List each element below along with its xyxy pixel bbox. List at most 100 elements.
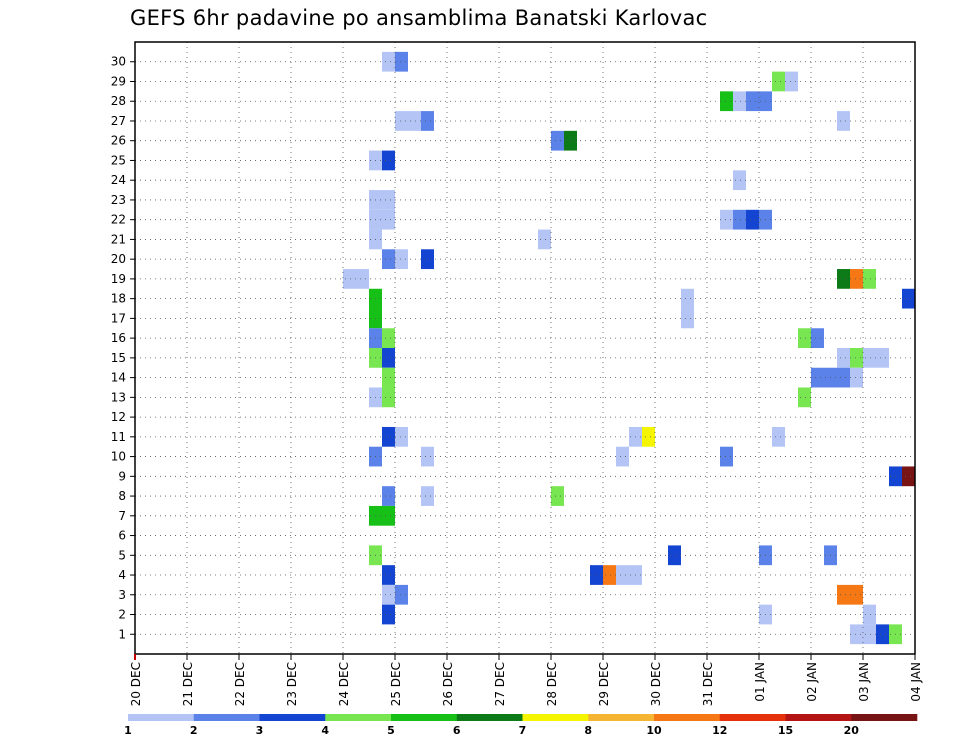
colorbar-swatch: [851, 714, 918, 721]
heatmap-cell: [902, 288, 915, 309]
heatmap-cell: [382, 426, 395, 447]
heatmap-cell: [642, 426, 655, 447]
heatmap-cell: [538, 229, 551, 250]
y-axis: 1234567891011121314151617181920212223242…: [111, 55, 135, 641]
heatmap-cell: [733, 91, 746, 112]
heatmap-cell: [746, 91, 759, 112]
y-tick-label: 10: [111, 450, 126, 464]
heatmap-cell: [382, 150, 395, 171]
colorbar-swatch: [588, 714, 655, 721]
colorbar-tick-label: 1: [124, 724, 132, 737]
heatmap-cell: [850, 348, 863, 368]
heatmap-cell: [837, 111, 850, 131]
x-tick-label: 20 DEC: [129, 662, 143, 706]
y-tick-label: 3: [118, 588, 126, 602]
y-tick-label: 5: [118, 548, 126, 562]
heatmap-cell: [408, 111, 421, 131]
heatmap-cell: [382, 348, 395, 368]
heatmap-cell: [382, 209, 395, 230]
y-tick-label: 26: [111, 134, 126, 148]
plot-frame: [134, 41, 916, 655]
y-tick-label: 28: [111, 94, 126, 108]
colorbar-swatch: [128, 714, 195, 721]
heatmap-cell: [850, 367, 863, 388]
y-tick-label: 2: [118, 608, 126, 622]
y-tick-label: 15: [111, 351, 126, 365]
x-tick-label: 31 DEC: [701, 662, 715, 706]
heatmap-cell: [720, 209, 733, 230]
heatmap-cell: [382, 565, 395, 585]
y-tick-label: 20: [111, 252, 126, 266]
y-tick-label: 13: [111, 390, 126, 404]
y-tick-label: 16: [111, 331, 126, 345]
y-tick-label: 14: [111, 371, 126, 385]
heatmap-cell: [551, 130, 564, 151]
colorbar-tick-label: 15: [778, 724, 793, 737]
colorbar-swatch: [522, 714, 589, 721]
y-tick-label: 19: [111, 272, 126, 286]
heatmap-cell: [811, 328, 824, 348]
chart-title: GEFS 6hr padavine po ansamblima Banatski…: [130, 6, 708, 30]
colorbar-legend: 1 2 3 4 5 6 7 8 10 12 15 20: [124, 714, 918, 737]
colorbar-tick-label: 5: [387, 724, 395, 737]
heatmap-cell: [551, 486, 564, 506]
heatmap-cell: [811, 367, 824, 388]
y-tick-label: 24: [111, 173, 126, 187]
heatmap-cell: [343, 269, 356, 289]
heatmap-cell: [382, 387, 395, 408]
heatmap-cell: [785, 71, 798, 92]
heatmap-cell: [837, 584, 850, 605]
y-tick-label: 25: [111, 153, 126, 167]
x-tick-label: 21 DEC: [181, 662, 195, 706]
colorbar-tick-label: 10: [646, 724, 662, 737]
heatmap-cell: [421, 111, 434, 131]
colorbar-tick-label: 2: [190, 724, 198, 737]
heatmap-cell: [733, 209, 746, 230]
heatmap-cell: [616, 565, 629, 585]
colorbar-swatch: [259, 714, 326, 721]
colorbar-swatch: [654, 714, 721, 721]
y-tick-label: 30: [111, 55, 126, 69]
y-tick-label: 8: [118, 489, 126, 503]
heatmap-cell: [863, 604, 876, 625]
heatmap-cell: [798, 387, 811, 408]
heatmap-cell: [382, 584, 395, 605]
heatmap-cell: [863, 348, 876, 368]
heatmap-cell: [382, 367, 395, 388]
heatmap-cell: [863, 624, 876, 645]
x-tick-label: 28 DEC: [545, 662, 559, 706]
heatmap-cell: [382, 604, 395, 625]
x-tick-label: 30 DEC: [649, 662, 663, 706]
heatmap-cell: [382, 249, 395, 270]
x-tick-label: 02 JAN: [805, 662, 819, 702]
heatmap-cell: [395, 249, 408, 270]
heatmap-cell: [850, 624, 863, 645]
colorbar-swatch: [193, 714, 260, 721]
y-tick-label: 11: [111, 430, 126, 444]
x-tick-label: 26 DEC: [441, 662, 455, 706]
colorbar-tick-label: 6: [453, 724, 461, 737]
colorbar-tick-label: 3: [256, 724, 264, 737]
colorbar-tick-label: 20: [844, 724, 860, 737]
heatmap-cell: [681, 288, 694, 309]
heatmap-cell: [798, 328, 811, 348]
x-tick-label: 29 DEC: [597, 662, 611, 706]
heatmap-cell: [382, 51, 395, 72]
colorbar-swatch: [325, 714, 392, 721]
heatmap-cell: [395, 51, 408, 72]
colorbar-tick-label: 8: [584, 724, 592, 737]
y-tick-label: 27: [111, 114, 126, 128]
heatmap-cell: [863, 269, 876, 289]
x-tick-label: 25 DEC: [389, 662, 403, 706]
heatmap-cell: [382, 190, 395, 210]
heatmap-cell: [603, 565, 616, 585]
colorbar-tick-label: 12: [712, 724, 727, 737]
heatmap-cell: [850, 584, 863, 605]
y-tick-label: 4: [118, 568, 126, 582]
x-tick-label: 27 DEC: [493, 662, 507, 706]
y-tick-label: 23: [111, 193, 126, 207]
heatmap-cell: [772, 71, 785, 92]
gridlines: [135, 42, 915, 654]
x-tick-label: 03 JAN: [857, 662, 871, 702]
